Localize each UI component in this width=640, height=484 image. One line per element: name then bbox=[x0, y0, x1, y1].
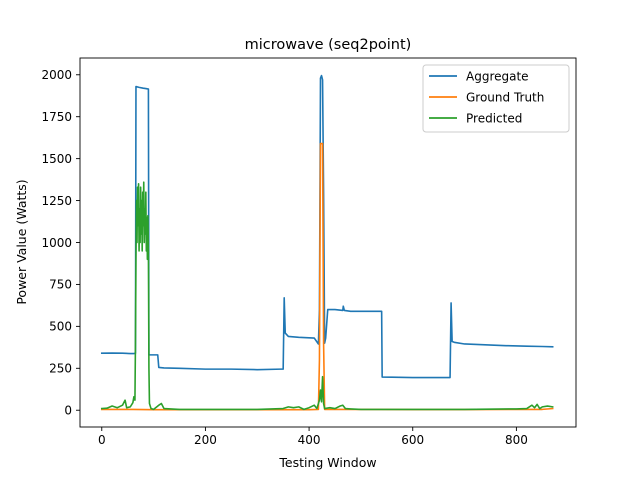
x-tick-label: 0 bbox=[98, 433, 106, 447]
y-tick-label: 750 bbox=[49, 278, 72, 292]
y-tick-label: 1500 bbox=[41, 152, 72, 166]
y-tick-label: 1250 bbox=[41, 194, 72, 208]
legend-label: Aggregate bbox=[466, 69, 529, 83]
legend-label: Predicted bbox=[466, 111, 522, 125]
y-tick-label: 500 bbox=[49, 320, 72, 334]
x-tick-label: 400 bbox=[298, 433, 321, 447]
chart-legend: Aggregate Ground Truth Predicted bbox=[422, 64, 570, 133]
x-tick-label: 200 bbox=[194, 433, 217, 447]
y-tick-label: 2000 bbox=[41, 68, 72, 82]
y-tick-label: 1000 bbox=[41, 236, 72, 250]
axes: 0 200 400 600 800 0 250 500 750 1000 1250 1500 1750 2… bbox=[41, 57, 577, 447]
legend-box bbox=[422, 64, 570, 133]
x-tick-label: 800 bbox=[505, 433, 528, 447]
plot-area bbox=[100, 74, 554, 411]
y-tick-label: 0 bbox=[64, 404, 72, 418]
y-tick-label: 1750 bbox=[41, 110, 72, 124]
chart-title: microwave (seq2point) bbox=[245, 37, 412, 53]
x-tick-label: 600 bbox=[401, 433, 424, 447]
y-axis-label: Power Value (Watts) bbox=[14, 179, 29, 304]
y-tick-label: 250 bbox=[49, 362, 72, 376]
x-axis-label: Testing Window bbox=[278, 455, 376, 470]
legend-label: Ground Truth bbox=[466, 90, 544, 104]
series-line-predicted bbox=[100, 181, 554, 411]
